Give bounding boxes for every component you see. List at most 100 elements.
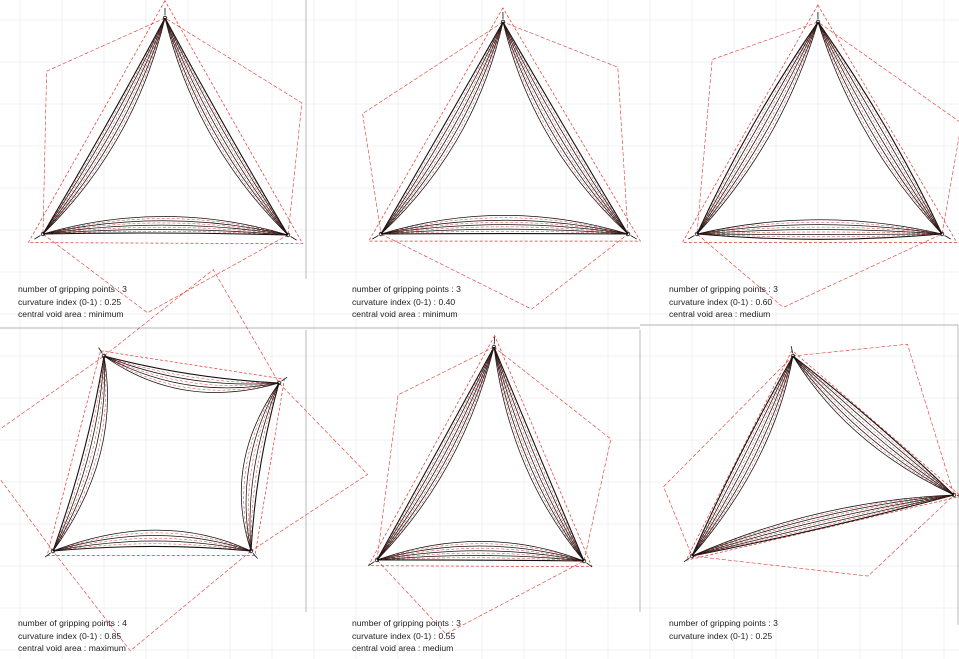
construction-curve	[376, 346, 495, 561]
membrane-curve	[691, 494, 955, 557]
membrane-curve	[42, 229, 289, 236]
construction-curve	[817, 21, 943, 235]
caption-curvature-index: curvature index (0-1) : 0.25	[18, 296, 122, 307]
construction-curve	[502, 21, 629, 235]
membrane-curve	[792, 355, 955, 496]
construction-star-line	[362, 21, 504, 235]
membrane-curve	[696, 21, 819, 235]
membrane-curve	[52, 540, 252, 552]
membrane-curve	[376, 545, 585, 562]
construction-curve	[691, 355, 794, 557]
construction-star-line	[376, 559, 585, 635]
membrane-curve	[493, 346, 585, 562]
membrane-curve	[691, 494, 955, 557]
membrane-curve	[376, 346, 495, 561]
membrane-curve	[380, 21, 504, 235]
gripping-point-marker	[694, 231, 700, 237]
membrane-curve	[249, 382, 280, 552]
caption-panel-3: number of gripping points : 3 curvature …	[669, 283, 778, 321]
gripping-point-marker	[40, 231, 46, 237]
construction-curve	[380, 222, 629, 235]
construction-curve	[380, 21, 504, 235]
construction-curve	[696, 231, 943, 235]
grip-arrow-icon	[683, 557, 690, 563]
caption-panel-1: number of gripping points : 3 curvature …	[18, 283, 127, 321]
construction-curve	[502, 21, 629, 235]
caption-panel-2: number of gripping points : 3 curvature …	[352, 283, 461, 321]
membrane-curve	[696, 219, 943, 235]
construction-curve	[502, 21, 629, 235]
caption-central-void: central void area : medium	[669, 309, 771, 319]
construction-outline	[685, 349, 959, 561]
grip-arrow-icon	[281, 376, 288, 382]
construction-star-line	[42, 17, 166, 235]
membrane-curve	[380, 228, 629, 235]
construction-star-line	[250, 382, 369, 552]
membrane-curve	[691, 494, 955, 557]
caption-gripping-points: number of gripping points : 3	[352, 618, 461, 628]
construction-curve	[42, 17, 166, 235]
caption-gripping-points: number of gripping points : 3	[669, 618, 778, 628]
membrane-curve	[691, 355, 794, 557]
gripping-point-marker	[815, 19, 821, 25]
grip-arrow-icon	[586, 562, 593, 568]
construction-curve	[691, 494, 955, 557]
membrane-curve	[817, 21, 943, 235]
construction-curve	[817, 21, 943, 235]
membrane-curve	[502, 21, 629, 235]
construction-curve	[817, 21, 943, 235]
gripping-point-marker	[500, 19, 506, 25]
membrane-curve	[42, 17, 166, 235]
membrane-curve	[502, 21, 629, 235]
membrane-curve	[817, 21, 943, 235]
construction-curve	[52, 355, 107, 552]
caption-curvature-index: curvature index (0-1) : 0.85	[18, 630, 122, 641]
diagram-panel-3-points-curvature-025-asymmetric	[663, 343, 959, 577]
membrane-curve	[42, 17, 166, 235]
membrane-curve	[696, 21, 819, 235]
grip-arrow-icon	[98, 347, 103, 354]
construction-star-line	[376, 346, 495, 561]
construction-curve	[696, 233, 943, 238]
membrane-curve	[103, 355, 280, 385]
grip-arrow-icon	[372, 235, 379, 240]
construction-curve	[376, 346, 495, 561]
membrane-curve	[493, 346, 585, 562]
caption-panel-5: number of gripping points : 3 curvature …	[352, 617, 461, 655]
membrane-curve	[52, 355, 105, 552]
gripping-point-marker	[689, 553, 695, 559]
membrane-curve	[691, 355, 794, 557]
membrane-curve	[42, 17, 166, 235]
caption-gripping-points: number of gripping points : 3	[18, 284, 127, 294]
membrane-curve	[376, 550, 585, 562]
construction-curve	[502, 21, 629, 235]
gripping-point-marker	[939, 231, 945, 237]
construction-curve	[376, 543, 585, 562]
gripping-point-marker	[162, 15, 168, 21]
caption-central-void: central void area : maximum	[18, 643, 126, 653]
construction-star-line	[696, 233, 943, 308]
gripping-point-marker	[491, 344, 497, 350]
construction-curve	[52, 532, 252, 552]
construction-star-line	[0, 355, 105, 552]
gripping-point-marker	[248, 548, 254, 554]
gripping-point-marker	[790, 353, 796, 359]
membrane-curve	[696, 21, 819, 235]
construction-outline	[27, 0, 304, 245]
construction-curve	[696, 21, 819, 235]
membrane-curve	[52, 355, 105, 552]
caption-gripping-points: number of gripping points : 3	[669, 284, 778, 294]
caption-gripping-points: number of gripping points : 4	[18, 618, 127, 628]
membrane-curve	[380, 214, 629, 235]
construction-curve	[380, 217, 629, 235]
membrane-curve	[245, 382, 280, 552]
gripping-point-marker	[581, 558, 587, 564]
caption-curvature-index: curvature index (0-1) : 0.40	[352, 296, 456, 307]
membrane-curve	[493, 346, 585, 562]
membrane-curve	[376, 346, 495, 561]
grip-arrow-icon	[34, 235, 41, 240]
gripping-point-marker	[378, 231, 384, 237]
construction-curve	[493, 346, 585, 562]
construction-curve	[691, 355, 794, 557]
